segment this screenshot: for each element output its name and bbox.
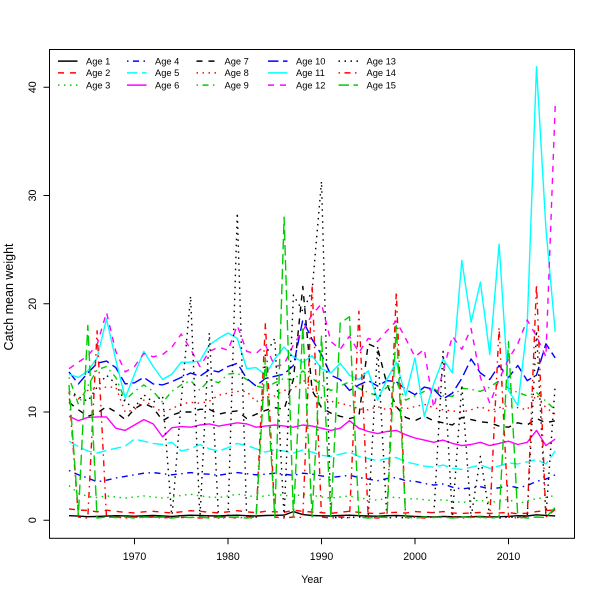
svg-text:20: 20 (27, 298, 39, 310)
svg-text:2000: 2000 (403, 551, 427, 563)
svg-text:1990: 1990 (310, 551, 334, 563)
svg-text:10: 10 (27, 406, 39, 418)
svg-text:Age 11: Age 11 (296, 68, 325, 78)
svg-text:Age 10: Age 10 (296, 56, 325, 66)
svg-text:1970: 1970 (123, 551, 147, 563)
svg-text:Age 14: Age 14 (367, 68, 396, 78)
svg-text:Age 2: Age 2 (86, 68, 110, 78)
svg-text:30: 30 (27, 190, 39, 202)
svg-text:Age 3: Age 3 (86, 80, 110, 90)
svg-text:2010: 2010 (497, 551, 521, 563)
svg-text:Catch mean weight: Catch mean weight (2, 243, 16, 351)
svg-text:Age 1: Age 1 (86, 56, 110, 66)
svg-text:Age 12: Age 12 (296, 80, 325, 90)
svg-text:40: 40 (27, 81, 39, 93)
svg-text:Age 13: Age 13 (367, 56, 396, 66)
svg-text:Age 7: Age 7 (225, 56, 249, 66)
svg-text:Age 6: Age 6 (155, 80, 179, 90)
svg-text:Year: Year (301, 574, 323, 586)
svg-text:Age 4: Age 4 (155, 56, 179, 66)
svg-text:1980: 1980 (216, 551, 240, 563)
svg-text:Age 15: Age 15 (367, 80, 396, 90)
svg-text:Age 8: Age 8 (225, 68, 249, 78)
svg-text:Age 9: Age 9 (225, 80, 249, 90)
svg-text:0: 0 (27, 517, 39, 523)
svg-text:Age 5: Age 5 (155, 68, 179, 78)
